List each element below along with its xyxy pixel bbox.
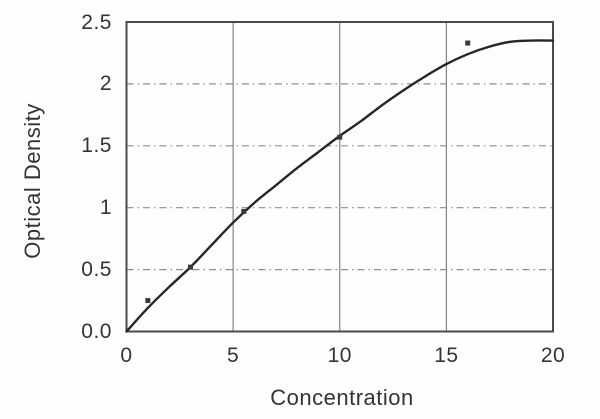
- data-point-marker: [241, 208, 247, 214]
- y-tick-label: 1.5: [81, 134, 112, 158]
- y-tick-label: 1: [99, 196, 112, 220]
- y-tick-label: 2: [99, 72, 112, 96]
- y-tick-label: 2.5: [81, 10, 112, 34]
- data-point-marker: [187, 264, 193, 270]
- data-point-marker: [337, 134, 343, 140]
- x-tick-label: 0: [120, 344, 133, 367]
- x-tick-label: 10: [327, 344, 352, 367]
- y-axis-title: Optical Density: [20, 103, 45, 259]
- x-tick-label: 15: [434, 344, 459, 367]
- y-tick-label: 0.0: [81, 320, 112, 343]
- data-point-marker: [145, 298, 151, 304]
- plot-frame: [125, 21, 554, 333]
- x-tick-label: 20: [540, 344, 566, 367]
- x-tick-label: 5: [227, 344, 240, 367]
- x-axis-title: Concentration: [270, 385, 414, 410]
- y-tick-label: 0.5: [81, 258, 112, 282]
- data-point-marker: [465, 40, 471, 46]
